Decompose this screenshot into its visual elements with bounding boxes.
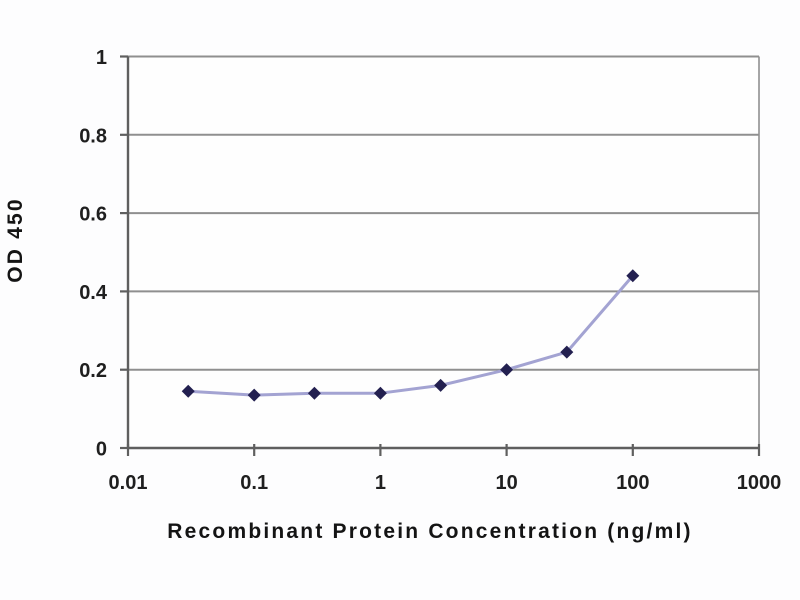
axis-layer bbox=[120, 55, 761, 456]
x-tick-label: 0.01 bbox=[109, 472, 148, 494]
x-tick-label: 1000 bbox=[737, 472, 782, 494]
x-axis-title: Recombinant Protein Concentration (ng/ml… bbox=[167, 520, 692, 543]
y-tick-label: 1 bbox=[96, 47, 107, 69]
data-point-marker bbox=[247, 388, 261, 402]
y-tick-label: 0.4 bbox=[79, 282, 108, 304]
y-tick-label: 0.8 bbox=[79, 125, 107, 147]
y-tick-label: 0.2 bbox=[79, 360, 107, 382]
data-point-marker bbox=[181, 384, 195, 398]
series-layer bbox=[181, 269, 640, 402]
x-tick-label: 10 bbox=[495, 472, 517, 494]
plot-area bbox=[128, 56, 759, 448]
grid-layer bbox=[128, 55, 760, 448]
data-point-marker bbox=[560, 345, 574, 359]
x-tick-label: 0.1 bbox=[240, 472, 268, 494]
tick-label-layer: 0 0.2 0.4 0.6 0.8 1 0.01 0.1 1 10 100 1000 bbox=[79, 47, 781, 494]
x-tick-label: 1 bbox=[375, 472, 386, 494]
x-tick-label: 100 bbox=[616, 472, 649, 494]
y-tick-label: 0.6 bbox=[79, 204, 107, 226]
y-axis-title: OD 450 bbox=[4, 197, 27, 283]
data-point-marker bbox=[307, 386, 321, 400]
y-tick-label: 0 bbox=[96, 439, 107, 461]
data-point-marker bbox=[373, 386, 387, 400]
series-line bbox=[186, 274, 635, 397]
data-point-marker bbox=[434, 378, 448, 392]
data-point-marker bbox=[500, 363, 514, 377]
data-point-marker bbox=[626, 269, 640, 283]
